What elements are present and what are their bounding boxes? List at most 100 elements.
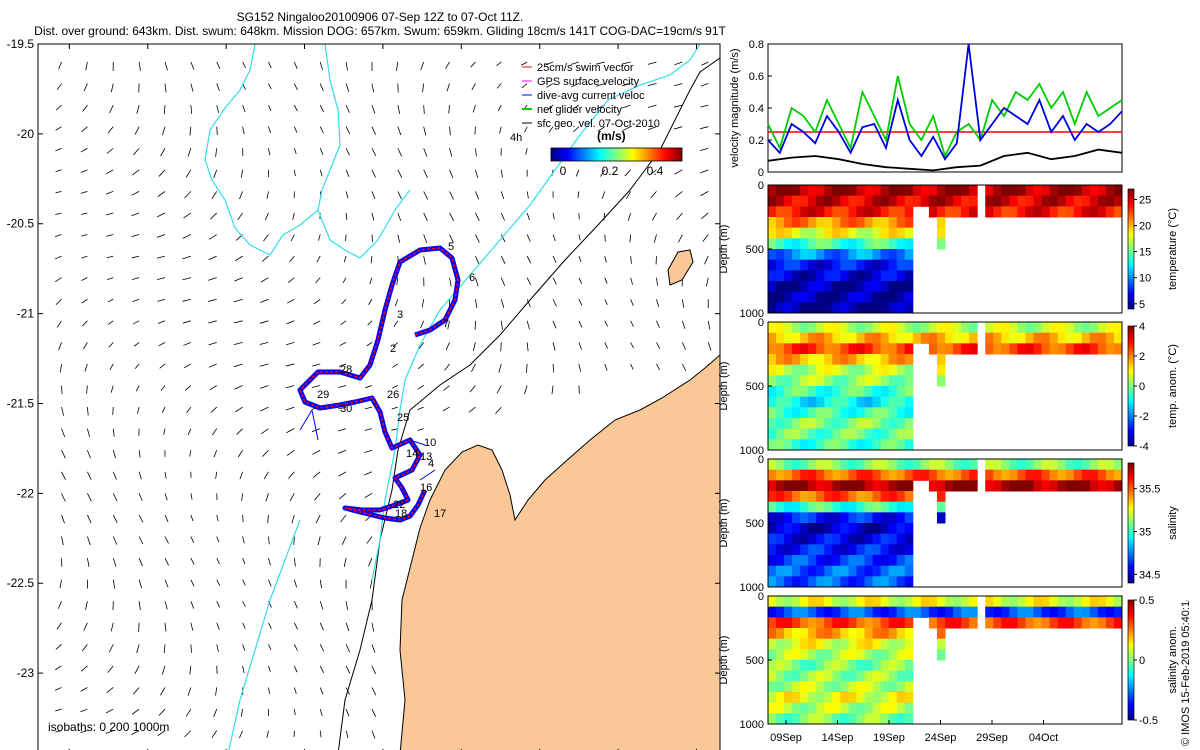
cell-2-3-11: [792, 439, 801, 451]
vector-arrow-330: [526, 320, 530, 330]
cell-4-0-6: [768, 660, 777, 672]
cell-2-6-0: [816, 322, 825, 334]
cell-3-24-1: [961, 469, 970, 481]
cell-1-3-5: [792, 238, 801, 250]
cell-2-10-8: [848, 407, 857, 419]
cell-1-17-5: [904, 238, 914, 250]
vector-arrow-506: [317, 536, 321, 546]
cell-3-17-4: [904, 501, 914, 513]
vector-arrow-380: [471, 363, 476, 372]
cell-1-7-5: [824, 238, 833, 250]
vector-arrow-303: [500, 299, 505, 308]
cell-1-36-2: [1057, 206, 1067, 218]
cell-1-33-2: [1033, 206, 1043, 218]
vector-arrow-416: [186, 406, 192, 414]
vector-arrow-418: [235, 406, 243, 413]
cell-2-15-6: [888, 386, 898, 398]
vector-arrow-308: [630, 299, 634, 306]
vector-arrow-334: [630, 320, 634, 327]
vector-arrow-199: [500, 212, 505, 221]
cell-2-12-5: [864, 375, 874, 387]
cell-3-13-10: [872, 565, 882, 577]
cell-3-10-2: [848, 480, 857, 492]
cell-2-11-6: [856, 386, 866, 398]
vector-arrow-424: [391, 406, 398, 410]
vector-arrow-36: [319, 83, 324, 91]
cell-1-42-0: [1105, 185, 1115, 197]
cell-1-12-9: [864, 281, 874, 293]
cell-4-5-7: [808, 670, 817, 682]
vector-arrow-472: [112, 493, 118, 502]
vector-arrow-302: [475, 299, 478, 309]
cell-4-4-3: [800, 628, 809, 640]
cell-1-43-1: [1113, 195, 1123, 207]
vector-arrow-440: [337, 428, 347, 432]
cell-2-11-3: [856, 354, 866, 366]
section-colorbar-1: [1127, 188, 1135, 310]
cell-2-2-2: [784, 343, 793, 355]
cell-1-1-4: [776, 227, 785, 239]
cell-3-38-2: [1073, 480, 1083, 492]
vector-arrow-204: [627, 212, 632, 221]
section-ctick-label-4-0: -0.5: [1139, 715, 1158, 727]
cell-1-11-9: [856, 281, 866, 293]
cell-3-10-4: [848, 501, 857, 513]
cell-3-5-0: [808, 459, 817, 471]
vector-arrow-57: [190, 105, 193, 114]
cell-2-4-1: [800, 332, 809, 344]
vector-arrow-22: [621, 61, 631, 65]
cell-1-43-2: [1113, 206, 1123, 218]
vector-arrow-45: [546, 83, 554, 88]
cell-2-12-9: [864, 418, 874, 430]
vector-arrow-414: [137, 406, 140, 414]
cell-1-9-1: [840, 195, 849, 207]
cell-2-33-1: [1033, 332, 1043, 344]
vector-arrow-557: [293, 622, 299, 630]
cell-3-3-8: [792, 544, 801, 556]
cell-1-0-0: [768, 185, 777, 197]
vector-arrow-554: [216, 622, 220, 630]
cell-3-14-2: [880, 480, 890, 492]
vector-arrow-576: [107, 665, 114, 673]
vector-arrow-339: [83, 342, 88, 350]
cell-2-17-6: [904, 386, 914, 398]
vector-arrow-106: [106, 147, 114, 154]
velocity-ytick-label-4: 0.8: [749, 39, 764, 51]
cell-2-14-3: [880, 354, 890, 366]
map-frame: [37, 43, 721, 750]
cell-2-6-9: [816, 418, 825, 430]
cell-4-16-6: [896, 660, 906, 672]
vector-arrow-488: [190, 514, 194, 522]
vector-arrow-48: [621, 83, 631, 87]
cell-2-35-2: [1049, 343, 1059, 355]
vector-arrow-596: [293, 687, 297, 694]
cell-1-12-6: [864, 249, 874, 261]
cell-1-8-6: [832, 249, 841, 261]
cell-4-16-0: [896, 596, 906, 608]
cell-4-40-1: [1089, 606, 1099, 618]
cell-1-18-0: [912, 185, 922, 197]
cell-1-16-11: [896, 302, 906, 314]
cell-1-5-1: [808, 195, 817, 207]
vector-arrow-404: [417, 385, 424, 390]
date-tick-label-4: 29Sep: [976, 732, 1008, 744]
cell-1-23-0: [953, 185, 962, 197]
vector-arrow-503: [242, 536, 245, 544]
cell-1-23-1: [953, 195, 962, 207]
cell-3-32-2: [1025, 480, 1034, 492]
cell-3-16-3: [896, 491, 906, 503]
cell-1-2-0: [784, 185, 793, 197]
cell-2-10-2: [848, 343, 857, 355]
cell-4-7-0: [824, 596, 833, 608]
isobath-offshore: [204, 44, 411, 750]
vector-arrow-553: [190, 622, 194, 631]
cell-2-3-4: [792, 364, 801, 376]
cell-4-28-0: [993, 596, 1002, 608]
vector-arrow-617: [157, 730, 166, 737]
cell-4-13-9: [872, 692, 882, 704]
cell-1-3-11: [792, 302, 801, 314]
cell-2-5-1: [808, 332, 817, 344]
cell-3-4-4: [800, 501, 809, 513]
cell-4-14-2: [880, 617, 890, 629]
cell-4-13-4: [872, 638, 882, 650]
